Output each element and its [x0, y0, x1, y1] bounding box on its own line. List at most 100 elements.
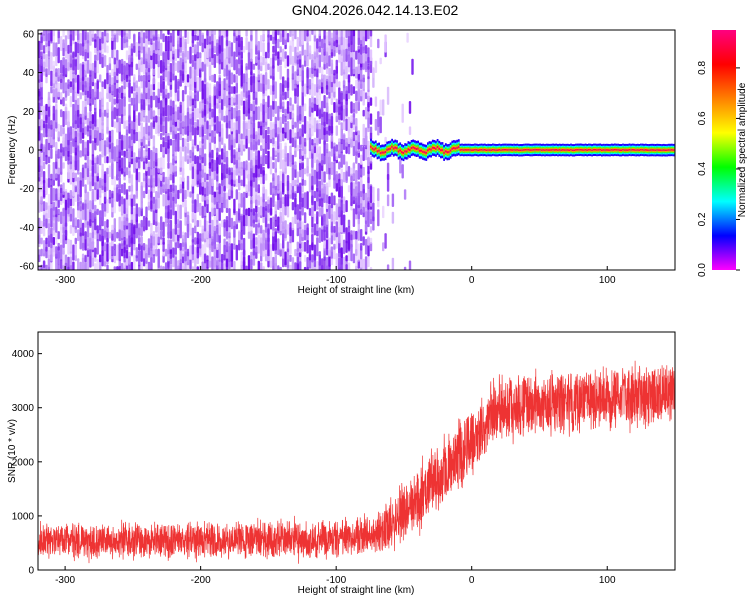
noise-cell	[74, 217, 77, 230]
noise-cell	[328, 30, 331, 42]
noise-cell	[89, 30, 92, 46]
noise-cell	[101, 96, 104, 107]
noise-cell	[323, 213, 326, 222]
noise-cell	[303, 103, 307, 112]
noise-cell	[86, 255, 90, 270]
colorbar: 0.00.20.40.60.8 Normalized spectral ampl…	[697, 30, 748, 277]
noise-cell	[118, 229, 121, 242]
noise-cell	[362, 183, 365, 194]
signal-cell	[373, 148, 376, 151]
noise-cell	[203, 215, 207, 232]
noise-cell	[120, 157, 124, 174]
noise-cell	[218, 223, 221, 236]
noise-cell	[140, 30, 143, 46]
noise-cell	[116, 139, 119, 146]
noise-cell	[103, 30, 107, 37]
noise-cell	[274, 158, 277, 173]
noise-cell	[191, 103, 195, 112]
noise-cell	[289, 97, 292, 106]
noise-cell	[255, 106, 258, 121]
noise-cell	[257, 126, 260, 136]
noise-cell	[116, 244, 119, 261]
noise-cell	[264, 129, 268, 143]
noise-cell	[84, 231, 87, 240]
noise-cell	[45, 264, 48, 270]
noise-cell	[106, 199, 109, 214]
noise-cell	[208, 224, 212, 235]
noise-cell	[99, 116, 102, 133]
noise-cell	[247, 147, 251, 161]
noise-cell	[181, 110, 185, 128]
noise-cell	[242, 167, 246, 187]
noise-cell	[138, 207, 141, 217]
noise-cell	[384, 34, 387, 53]
signal-cell	[457, 146, 460, 149]
noise-cell	[155, 248, 158, 257]
noise-cell	[113, 218, 116, 230]
noise-cell	[230, 167, 234, 176]
noise-cell	[152, 91, 156, 101]
noise-cell	[155, 191, 158, 210]
noise-cell	[57, 30, 60, 39]
noise-cell	[42, 105, 46, 121]
x-tick-label: 0	[469, 275, 475, 286]
signal-cell	[584, 149, 587, 151]
noise-cell	[196, 108, 199, 119]
noise-cell	[252, 233, 256, 249]
signal-cell	[631, 149, 634, 151]
noise-cell	[169, 162, 173, 181]
noise-cell	[50, 173, 53, 181]
noise-cell	[313, 223, 317, 236]
signal-cell	[399, 149, 402, 152]
noise-cell	[147, 161, 151, 170]
noise-cell	[308, 30, 312, 36]
noise-cell	[128, 136, 131, 149]
signal-cell	[404, 150, 406, 153]
noise-cell	[62, 111, 65, 127]
noise-cell	[125, 50, 129, 60]
noise-cell	[60, 73, 63, 83]
noise-cell	[167, 205, 170, 219]
noise-cell	[62, 197, 65, 204]
noise-cell	[294, 249, 297, 257]
noise-cell	[282, 196, 285, 205]
noise-cell	[50, 70, 53, 87]
noise-cell	[247, 162, 251, 181]
noise-cell	[162, 137, 165, 148]
noise-cell	[223, 175, 226, 191]
noise-cell	[338, 161, 341, 170]
noise-cell	[311, 226, 314, 233]
noise-cell	[299, 50, 302, 60]
noise-cell	[96, 239, 99, 255]
noise-cell	[189, 156, 192, 163]
noise-cell	[101, 31, 104, 44]
noise-cell	[96, 155, 99, 165]
noise-cell	[340, 90, 343, 101]
noise-cell	[128, 185, 131, 192]
signal-cell	[638, 149, 641, 151]
noise-cell	[340, 247, 343, 258]
noise-cell	[255, 174, 258, 192]
noise-cell	[269, 105, 273, 122]
noise-cell	[269, 122, 273, 140]
noise-cell	[69, 30, 73, 47]
noise-cell	[355, 79, 358, 89]
noise-cell	[221, 35, 224, 52]
noise-cell	[128, 234, 131, 248]
noise-cell	[228, 134, 231, 151]
noise-cell	[89, 68, 92, 77]
noise-cell	[340, 210, 343, 226]
noise-cell	[130, 174, 134, 192]
noise-cell	[321, 121, 324, 140]
noise-cell	[62, 97, 65, 107]
noise-cell	[277, 216, 280, 231]
noise-cell	[135, 92, 138, 112]
noise-cell	[206, 255, 209, 262]
noise-cell	[64, 208, 68, 227]
noise-cell	[201, 124, 204, 137]
noise-cell	[62, 207, 65, 217]
signal-cell	[594, 149, 597, 151]
noise-cell	[291, 162, 295, 181]
noise-cell	[211, 30, 214, 42]
noise-cell	[323, 74, 326, 94]
